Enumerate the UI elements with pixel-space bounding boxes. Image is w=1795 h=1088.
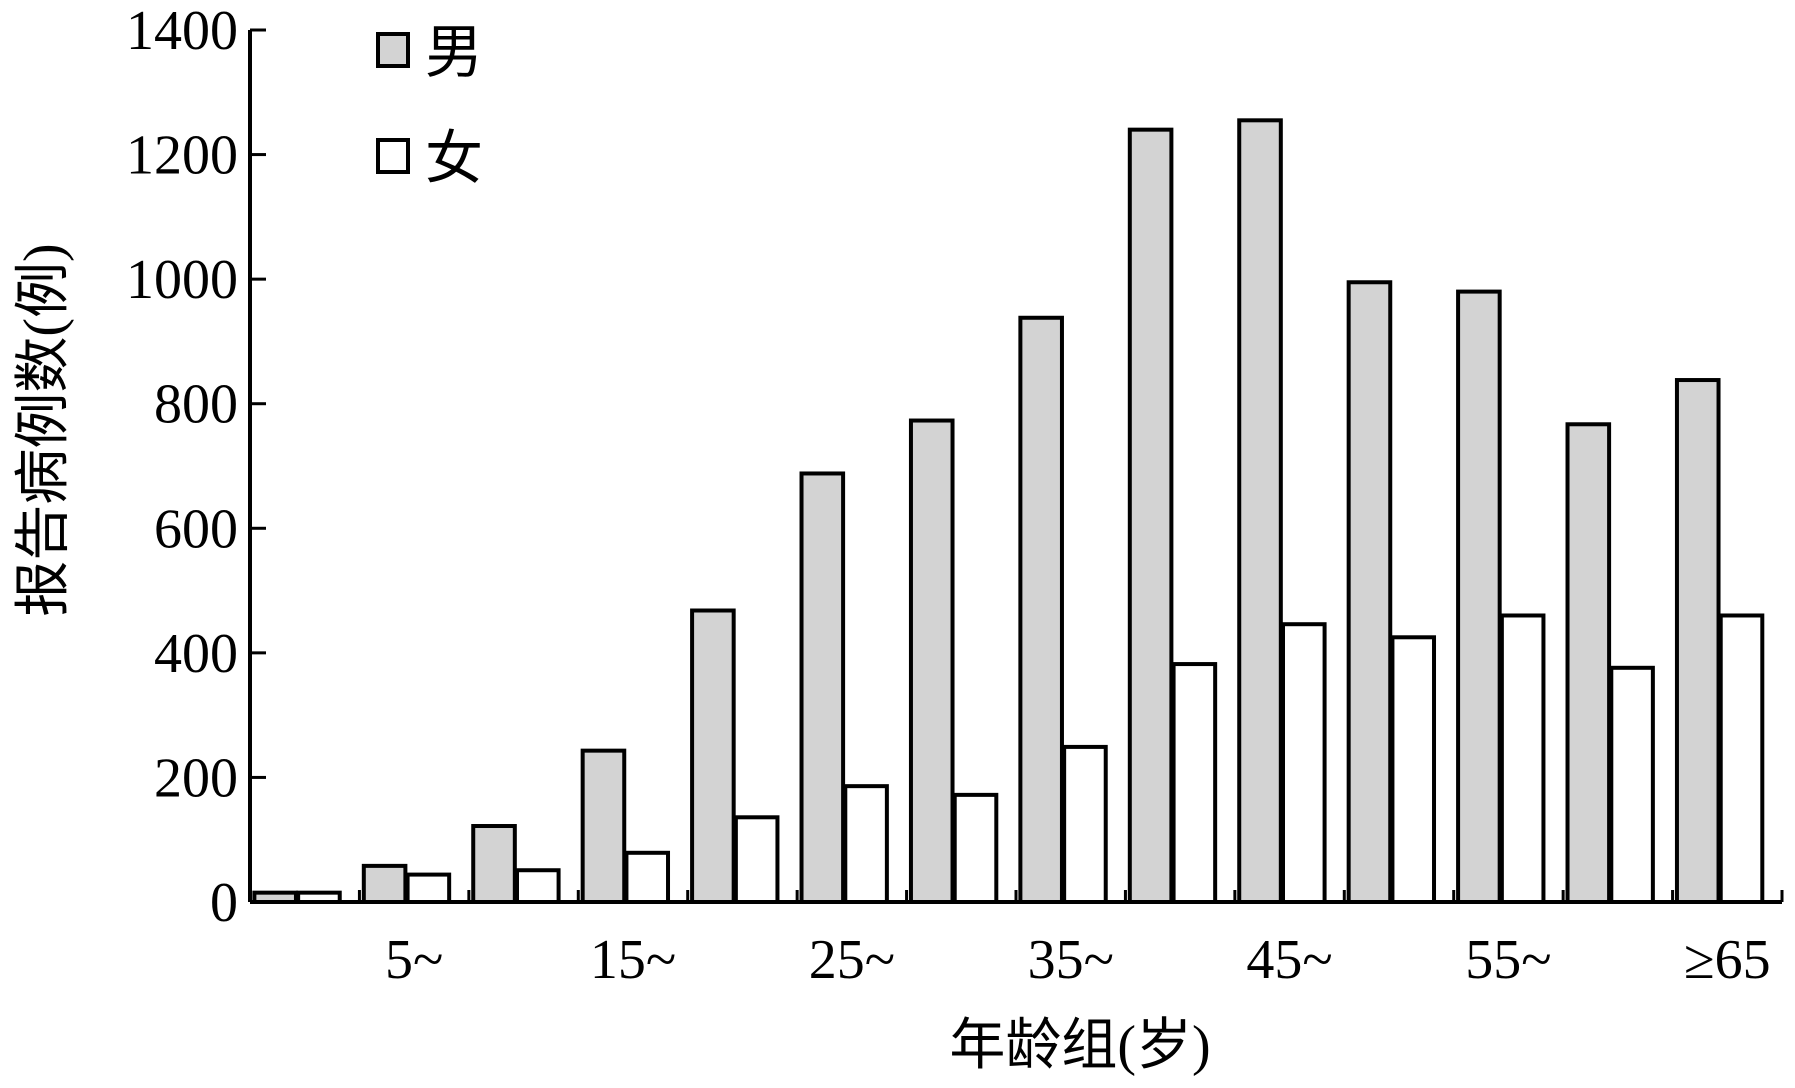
bar-female [1390,635,1437,904]
legend: 男女 [376,20,483,191]
bars-group [252,118,1765,905]
legend-label: 男 [425,20,483,85]
y-tick-label: 200 [154,747,238,809]
bar-female [405,872,452,905]
y-ticks-group: 0 200 400 600 800 1000 1200 1400 [126,0,266,934]
bar-female [733,815,780,905]
x-axis-label: 年龄组(岁) [949,1015,1210,1077]
bar-female [1281,622,1327,904]
legend-swatch [376,32,410,68]
bar-male [1018,315,1064,904]
bar-male [361,863,408,904]
y-tick-label: 400 [154,623,238,685]
x-tick-label: 35~ [1028,929,1114,991]
bar-male [1565,422,1612,904]
y-tick-label: 1400 [126,0,238,62]
bar-male [1127,127,1174,904]
legend-swatch [376,138,410,174]
x-tick-label: 25~ [809,929,895,991]
bar-female [1609,665,1655,905]
bar-female [1062,744,1108,904]
y-tick-label: 800 [154,374,238,436]
y-tick-label: 1000 [126,249,238,311]
bar-female [843,784,889,904]
legend-label: 女 [425,126,483,191]
bar-female [1171,662,1218,904]
bar-male [1237,118,1283,905]
y-axis-label: 报告病例数(例) [13,243,75,616]
bar-male [908,418,955,904]
y-tick-label: 600 [154,498,238,560]
bar-male [471,824,517,904]
bar-female [515,868,561,905]
bar-male [690,608,736,904]
bar-female [624,850,671,905]
x-tick-label: 5~ [385,929,443,991]
bar-male [580,748,627,904]
bar-female [1718,613,1765,904]
bar-male [799,471,846,904]
y-tick-label: 1200 [126,125,238,187]
bar-male [1456,289,1502,905]
bar-male [1674,378,1721,904]
bar-female [952,792,999,905]
bar-male [1346,280,1393,904]
x-tick-label: 55~ [1465,929,1551,991]
x-ticks-group: 5~ 15~ 25~ 35~ 45~ 55~ ≥65 [357,890,1784,991]
x-tick-label: 45~ [1246,929,1332,991]
bar-female [1499,613,1546,904]
x-tick-label: 15~ [590,929,676,991]
x-tick-label: ≥65 [1684,929,1771,991]
y-tick-label: 0 [210,872,238,934]
